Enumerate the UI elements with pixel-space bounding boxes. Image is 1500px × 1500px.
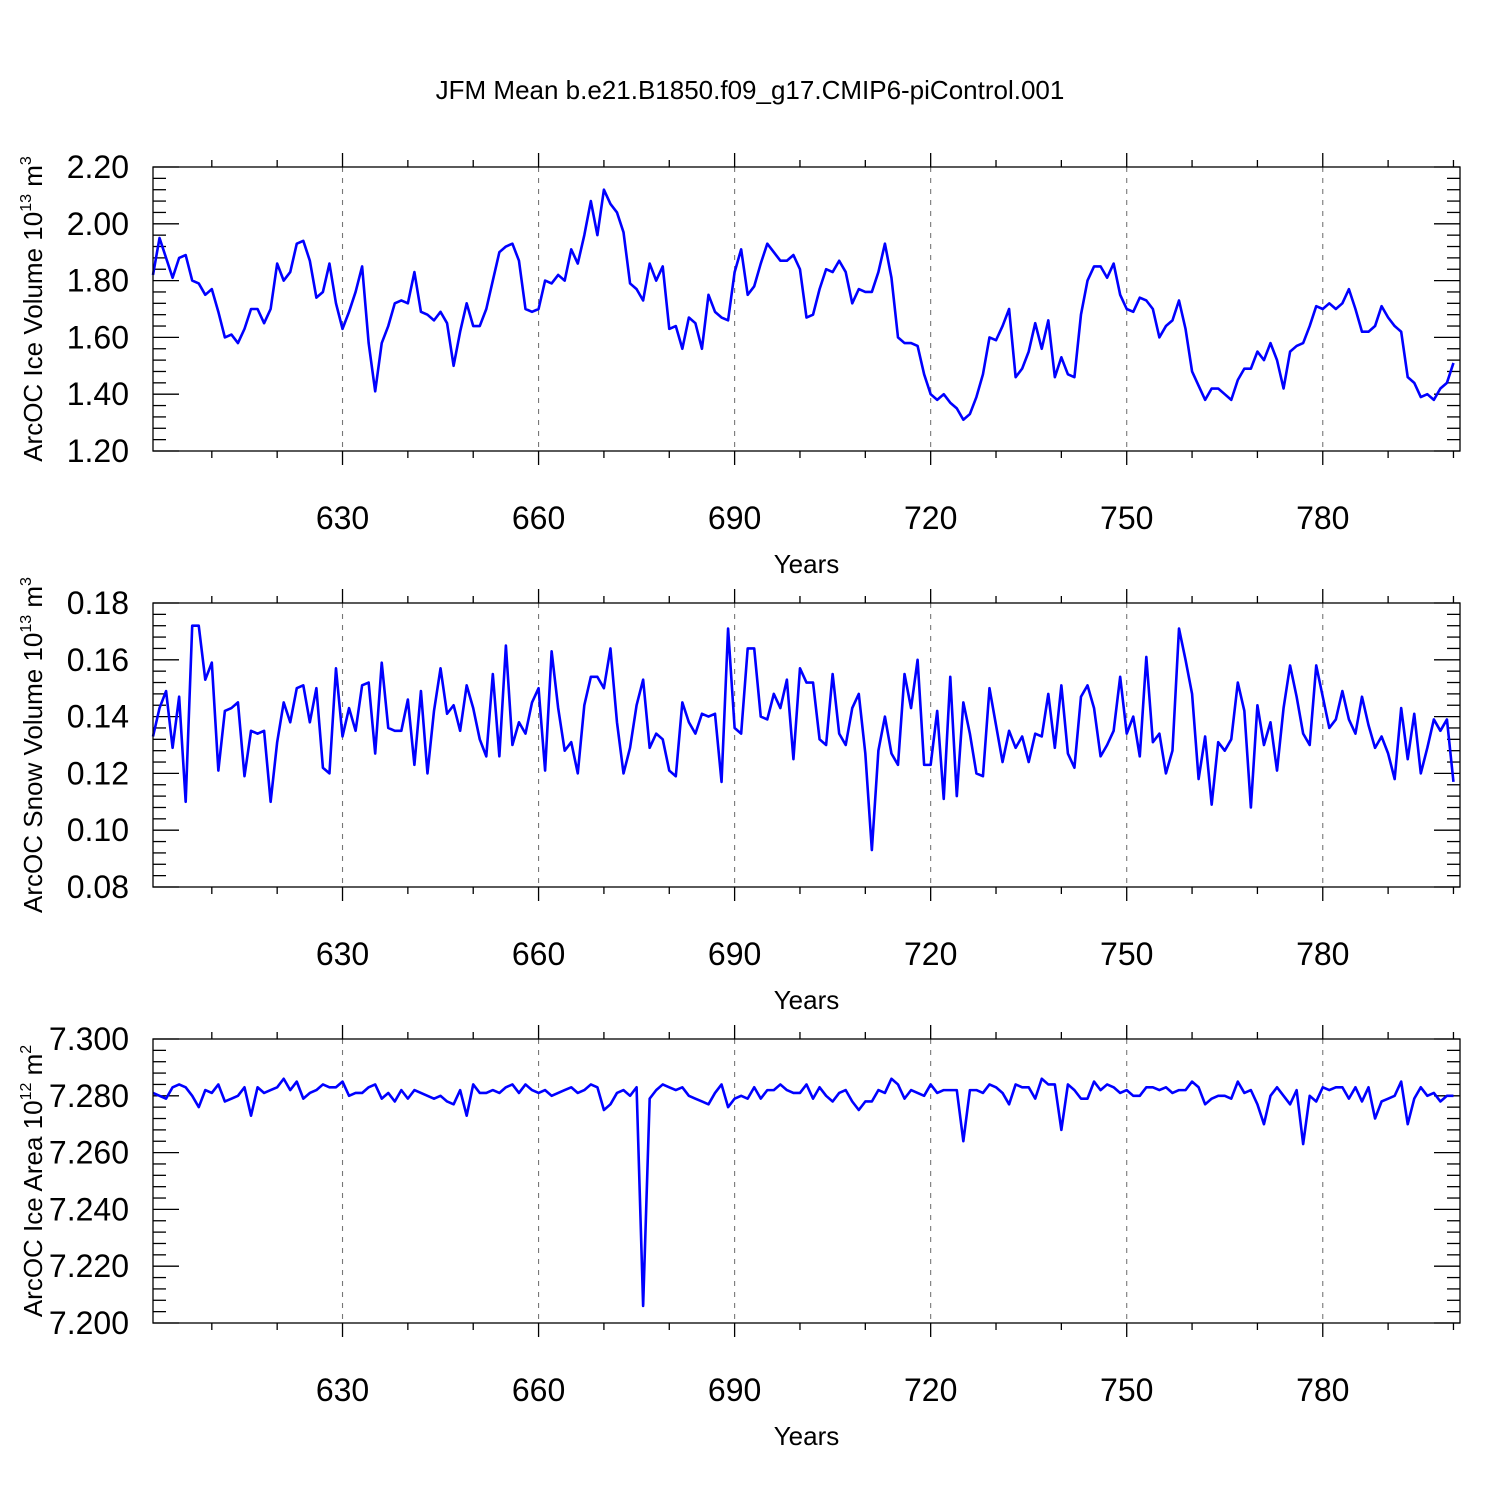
y-tick-label: 7.200 xyxy=(49,1305,129,1341)
x-tick-label: 690 xyxy=(708,1372,761,1408)
plot-frame xyxy=(152,602,1461,888)
y-axis-label: ArcOC Ice Volume 1013 m3 xyxy=(18,156,48,462)
y-axis-label: ArcOC Snow Volume 1013 m3 xyxy=(18,577,48,913)
y-tick-label: 7.260 xyxy=(49,1135,129,1171)
panel-snow-volume: 630 660 690 720 750 780 0.08 0.10 0.12 0.14 0.16 0.… xyxy=(18,577,1461,1015)
y-tick-label: 0.12 xyxy=(67,755,129,791)
x-tick-label: 720 xyxy=(904,1372,957,1408)
figure-title: JFM Mean b.e21.B1850.f09_g17.CMIP6-piCon… xyxy=(436,75,1065,105)
y-tick-label: 2.20 xyxy=(67,149,129,185)
series-line-snow-volume xyxy=(151,624,1455,852)
y-tick-label: 1.60 xyxy=(67,319,129,355)
series-line-ice-area xyxy=(152,1077,1454,1308)
panels: 630 660 690 720 750 780 1.20 1.40 1.60 1.80 2.00 2.… xyxy=(18,149,1461,1451)
plot-frame xyxy=(152,166,1461,452)
y-tick-label: 1.20 xyxy=(67,433,129,469)
x-tick-label: 630 xyxy=(316,1372,369,1408)
y-tick-label: 7.240 xyxy=(49,1191,129,1227)
x-tick-label: 630 xyxy=(316,500,369,536)
y-tick-label: 0.14 xyxy=(67,699,129,735)
y-axis-label: ArcOC Ice Area 1012 m2 xyxy=(18,1045,48,1317)
x-tick-label: 660 xyxy=(512,936,565,972)
x-tick-label: 720 xyxy=(904,500,957,536)
y-tick-label: 2.00 xyxy=(67,206,129,242)
panel-ice-volume: 630 660 690 720 750 780 1.20 1.40 1.60 1.80 2.00 2.… xyxy=(18,149,1461,579)
x-tick-label: 690 xyxy=(708,936,761,972)
x-axis-label: Years xyxy=(774,985,840,1015)
x-tick-label: 780 xyxy=(1296,1372,1349,1408)
x-tick-label: 780 xyxy=(1296,936,1349,972)
x-tick-label: 660 xyxy=(512,1372,565,1408)
series-line-ice-volume xyxy=(151,188,1455,422)
x-tick-label: 690 xyxy=(708,500,761,536)
x-tick-label: 630 xyxy=(316,936,369,972)
panel-ice-area: 630 660 690 720 750 780 7.200 7.220 7.240 7.260 7.… xyxy=(18,1021,1461,1451)
y-tick-label: 1.80 xyxy=(67,263,129,299)
y-tick-label: 7.280 xyxy=(49,1078,129,1114)
y-tick-label: 0.10 xyxy=(67,812,129,848)
y-tick-label: 7.300 xyxy=(49,1021,129,1057)
x-tick-label: 780 xyxy=(1296,500,1349,536)
x-tick-label: 750 xyxy=(1100,936,1153,972)
y-tick-label: 0.08 xyxy=(67,869,129,905)
y-tick-label: 0.18 xyxy=(67,585,129,621)
x-axis-label: Years xyxy=(774,1421,840,1451)
x-tick-label: 750 xyxy=(1100,500,1153,536)
x-tick-label: 750 xyxy=(1100,1372,1153,1408)
y-tick-label: 1.40 xyxy=(67,376,129,412)
plot-frame xyxy=(152,1038,1461,1324)
y-tick-label: 7.220 xyxy=(49,1248,129,1284)
x-tick-label: 660 xyxy=(512,500,565,536)
x-tick-label: 720 xyxy=(904,936,957,972)
x-axis-label: Years xyxy=(774,549,840,579)
y-tick-label: 0.16 xyxy=(67,642,129,678)
